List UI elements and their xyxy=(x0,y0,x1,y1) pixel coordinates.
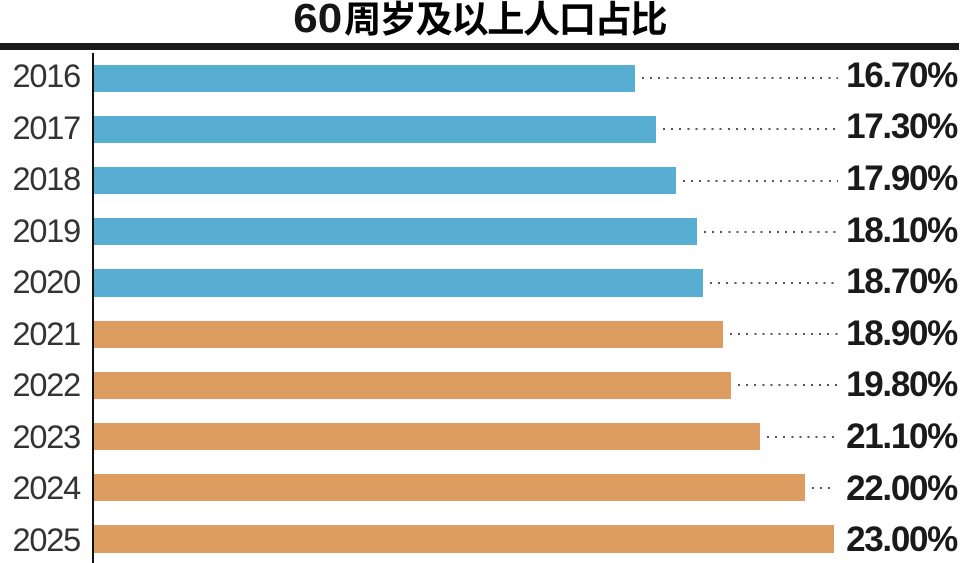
svg-text:60: 60 xyxy=(293,0,342,41)
